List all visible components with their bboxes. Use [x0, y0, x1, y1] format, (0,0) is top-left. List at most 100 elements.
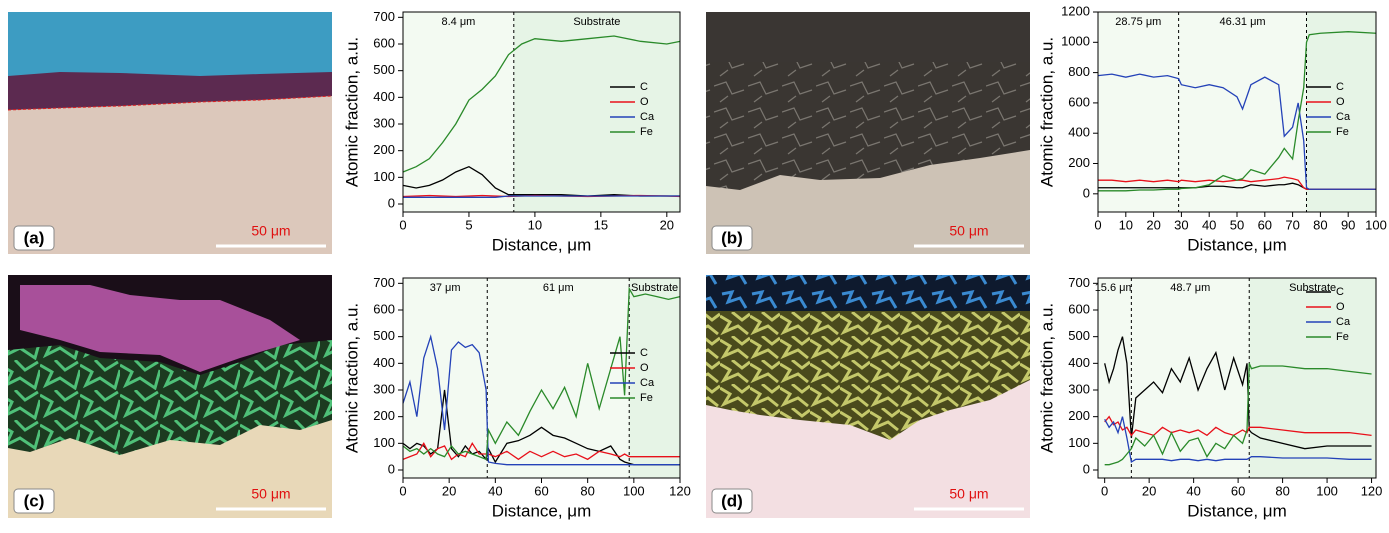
scale-bar-label: 50 μm	[251, 223, 290, 239]
region-label: 46.31 μm	[1220, 16, 1266, 28]
x-tick-label: 0	[1094, 217, 1101, 232]
x-tick-label: 120	[669, 483, 691, 498]
x-tick-label: 0	[399, 483, 406, 498]
x-axis-label: Distance, μm	[492, 235, 592, 254]
x-tick-label: 0	[399, 217, 406, 232]
y-tick-label: 200	[1068, 408, 1090, 423]
panel-label: (b)	[721, 228, 743, 247]
y-tick-label: 100	[1068, 435, 1090, 450]
region-label: 28.75 μm	[1115, 16, 1161, 28]
legend-label: O	[640, 96, 649, 108]
x-tick-label: 80	[1275, 483, 1289, 498]
y-tick-label: 0	[1083, 461, 1090, 476]
y-tick-label: 600	[373, 301, 395, 316]
x-tick-label: 15	[594, 217, 608, 232]
y-axis-label: Atomic fraction, a.u.	[342, 37, 361, 187]
x-tick-label: 100	[623, 483, 645, 498]
y-axis-label: Atomic fraction, a.u.	[1037, 303, 1056, 453]
y-tick-label: 400	[1068, 355, 1090, 370]
y-tick-label: 600	[1068, 94, 1090, 109]
y-tick-label: 500	[1068, 328, 1090, 343]
x-tick-label: 40	[1186, 483, 1200, 498]
x-tick-label: 90	[1341, 217, 1355, 232]
panel-label: (a)	[24, 228, 45, 247]
panel-label: (d)	[721, 491, 743, 510]
region-label: 61 μm	[543, 282, 574, 294]
x-tick-label: 20	[1142, 483, 1156, 498]
y-tick-label: 700	[373, 9, 395, 24]
micrograph	[8, 275, 332, 518]
x-tick-label: 100	[1365, 217, 1387, 232]
y-tick-label: 300	[373, 381, 395, 396]
x-tick-label: 20	[1146, 217, 1160, 232]
x-tick-label: 0	[1101, 483, 1108, 498]
x-axis-label: Distance, μm	[1187, 501, 1287, 520]
x-axis-label: Distance, μm	[1187, 235, 1287, 254]
y-axis-label: Atomic fraction, a.u.	[1037, 37, 1056, 187]
scale-bar-label: 50 μm	[949, 486, 988, 502]
x-tick-label: 30	[1174, 217, 1188, 232]
y-tick-label: 200	[373, 408, 395, 423]
legend-label: Ca	[640, 377, 655, 389]
x-tick-label: 100	[1316, 483, 1338, 498]
y-tick-label: 500	[373, 62, 395, 77]
figure: (a)50 μm(b)50 μm(c)50 μm(d)50 μm8.4 μmSu…	[0, 0, 1389, 528]
x-tick-label: 40	[1202, 217, 1216, 232]
legend-label: C	[1336, 286, 1344, 298]
scale-bar-label: 50 μm	[949, 223, 988, 239]
y-tick-label: 300	[373, 115, 395, 130]
x-tick-label: 60	[1231, 483, 1245, 498]
panel-label: (c)	[24, 491, 45, 510]
region-label: Substrate	[573, 16, 620, 28]
x-tick-label: 20	[442, 483, 456, 498]
region-label: 15.6 μm	[1095, 282, 1135, 294]
x-tick-label: 5	[465, 217, 472, 232]
page: (a)50 μm(b)50 μm(c)50 μm(d)50 μm8.4 μmSu…	[0, 0, 1389, 533]
region-shade	[403, 12, 514, 212]
y-tick-label: 800	[1068, 64, 1090, 79]
legend-label: Ca	[1336, 111, 1351, 123]
legend-label: Fe	[640, 126, 653, 138]
y-tick-label: 500	[373, 328, 395, 343]
region-shade	[514, 12, 680, 212]
region-shade	[1131, 278, 1249, 478]
x-tick-label: 80	[1313, 217, 1327, 232]
y-tick-label: 700	[373, 275, 395, 290]
x-tick-label: 50	[1230, 217, 1244, 232]
y-tick-label: 0	[388, 461, 395, 476]
y-axis-label: Atomic fraction, a.u.	[342, 303, 361, 453]
y-tick-label: 200	[1068, 155, 1090, 170]
x-tick-label: 40	[488, 483, 502, 498]
legend-label: C	[640, 347, 648, 359]
x-tick-label: 10	[1119, 217, 1133, 232]
y-tick-label: 100	[373, 169, 395, 184]
legend-label: C	[1336, 81, 1344, 93]
y-tick-label: 100	[373, 435, 395, 450]
y-tick-label: 400	[373, 355, 395, 370]
y-tick-label: 700	[1068, 275, 1090, 290]
legend-label: Fe	[1336, 126, 1349, 138]
x-tick-label: 80	[580, 483, 594, 498]
legend-label: Ca	[1336, 316, 1351, 328]
region-label: 48.7 μm	[1170, 282, 1210, 294]
region-label: Substrate	[631, 282, 678, 294]
y-tick-label: 400	[373, 89, 395, 104]
x-tick-label: 60	[534, 483, 548, 498]
micrograph	[8, 12, 332, 254]
x-tick-label: 70	[1285, 217, 1299, 232]
x-tick-label: 10	[528, 217, 542, 232]
region-label: 8.4 μm	[441, 16, 475, 28]
legend-label: Ca	[640, 111, 655, 123]
y-tick-label: 0	[388, 195, 395, 210]
region-shade	[1098, 12, 1179, 212]
micrograph	[706, 275, 1030, 518]
y-tick-label: 600	[1068, 301, 1090, 316]
legend-label: Fe	[640, 392, 653, 404]
legend-label: C	[640, 81, 648, 93]
legend-label: O	[1336, 301, 1345, 313]
x-tick-label: 120	[1361, 483, 1383, 498]
y-tick-label: 300	[1068, 381, 1090, 396]
x-tick-label: 20	[660, 217, 674, 232]
legend-label: O	[640, 362, 649, 374]
legend-label: Fe	[1336, 331, 1349, 343]
